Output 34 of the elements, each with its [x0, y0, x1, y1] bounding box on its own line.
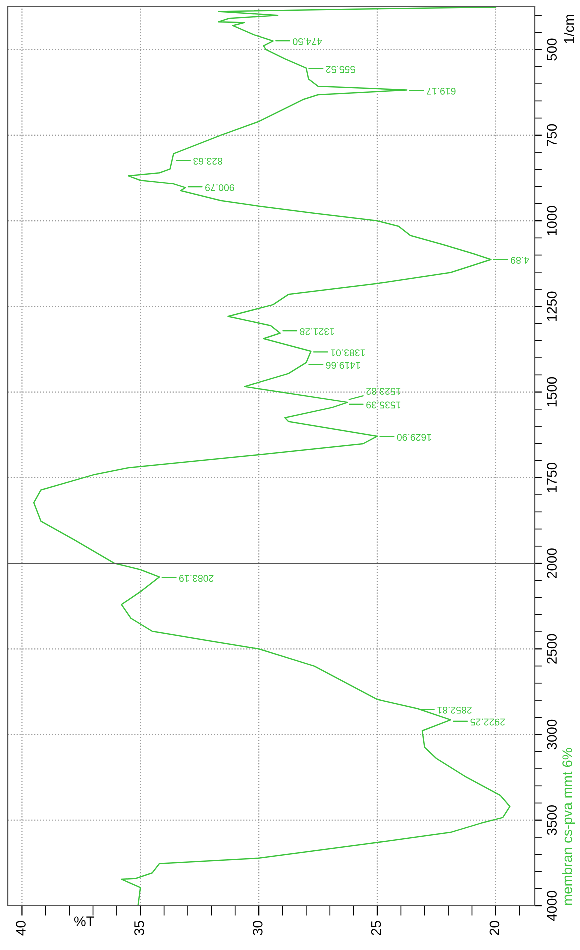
y-tick-label: 750	[547, 124, 558, 146]
annotation: 555.52	[326, 66, 356, 74]
x-axis-title: %T	[74, 916, 95, 926]
x-tick-label: 30	[252, 921, 263, 936]
text: membran cs-pva mmt 6%	[562, 748, 576, 906]
x-tick-label: 40	[16, 921, 26, 936]
x-tick-label: 25	[371, 921, 382, 936]
annotation: 1629.90	[397, 434, 432, 442]
annotation: 1535.39	[366, 402, 401, 409]
annotation: 900.79	[206, 184, 234, 192]
x-tick-label: 20	[490, 921, 500, 936]
y-tick-label: 1500	[547, 377, 558, 407]
y-tick-label: 1750	[547, 463, 558, 492]
annotation: 1419.66	[326, 362, 360, 370]
annotation: 2852.81	[438, 706, 472, 714]
annotation: 474.50	[293, 38, 322, 46]
annotation: 823.63	[194, 158, 223, 165]
annotation: 1383.01	[331, 350, 366, 356]
y-tick-label: 4000	[547, 891, 558, 922]
y-tick-label: 3500	[547, 805, 558, 836]
annotation: 1321.28	[300, 328, 334, 336]
annotation: 4.89	[511, 257, 530, 264]
annotation: 619.17	[427, 88, 456, 95]
y-tick-label: 2500	[547, 634, 558, 664]
y-tick-label: 1250	[547, 292, 558, 322]
annotation: 2922.25	[470, 718, 506, 726]
y-tick-label: 3000	[547, 720, 558, 750]
y-axis-title: 1/cm	[564, 15, 574, 44]
y-tick-label: 500	[547, 38, 558, 61]
y-tick-label: 1000	[547, 206, 558, 236]
annotation: 1523.82	[366, 388, 401, 395]
x-tick-label: 35	[134, 921, 144, 936]
y-tick-label: 2000	[547, 548, 558, 578]
annotation: 2083.19	[179, 575, 214, 582]
